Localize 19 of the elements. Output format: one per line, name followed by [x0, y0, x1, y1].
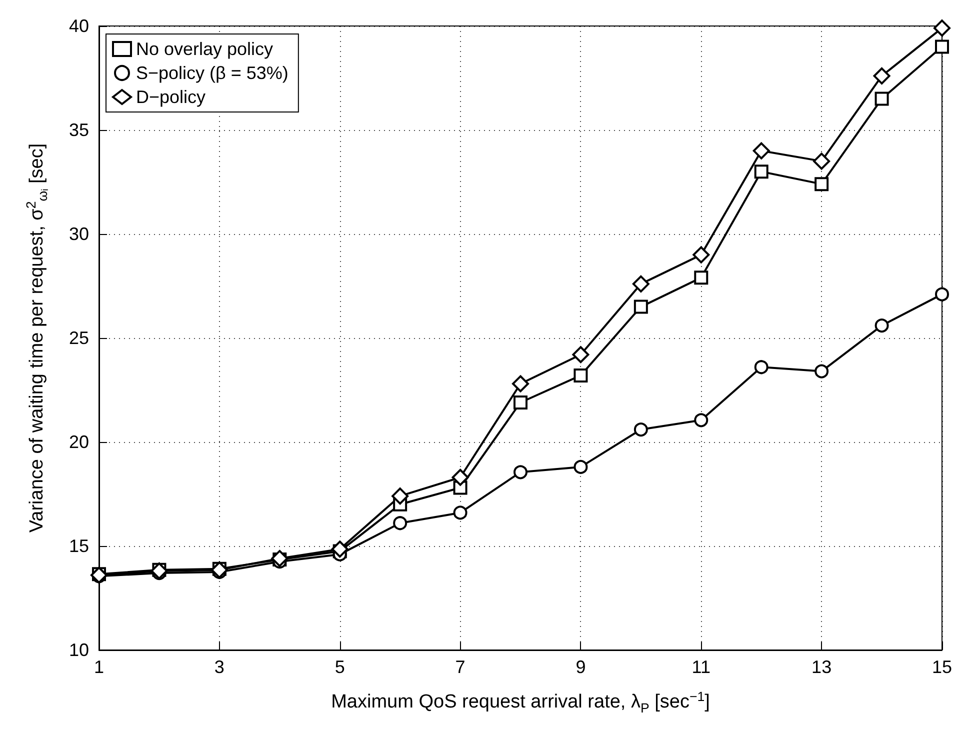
x-tick-label: 7	[455, 657, 466, 677]
x-tick-label: 5	[334, 657, 345, 677]
y-tick-label: 30	[68, 224, 89, 244]
x-tick-label: 11	[692, 657, 710, 677]
legend-label: D−policy	[136, 87, 206, 107]
y-tick-label: 25	[68, 328, 89, 348]
x-tick-label: 13	[812, 657, 832, 677]
y-tick-label: 40	[68, 16, 89, 36]
x-tick-label: 15	[932, 657, 952, 677]
x-tick-label: 3	[214, 657, 224, 677]
legend-label: No overlay policy	[136, 39, 274, 59]
y-tick-label: 10	[68, 640, 89, 660]
y-tick-label: 35	[68, 120, 89, 140]
legend-label: S−policy (β = 53%)	[136, 63, 288, 83]
y-tick-label: 20	[68, 432, 89, 452]
y-tick-label: 15	[68, 536, 89, 556]
x-tick-label: 9	[576, 657, 586, 677]
y-axis-title: Variance of waiting time per request, σ2ωᵢ [sec]	[24, 143, 50, 533]
x-tick-label: 1	[94, 657, 104, 677]
